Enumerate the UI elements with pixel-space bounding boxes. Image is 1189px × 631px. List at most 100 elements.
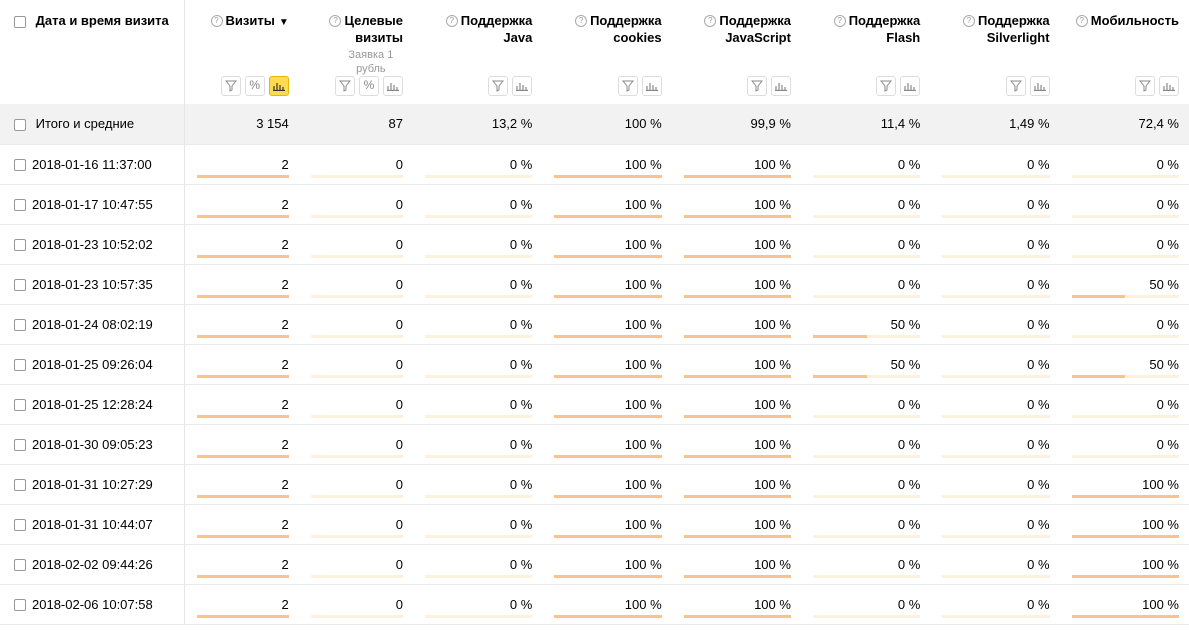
table-row: 2018-01-25 09:26:04 2 0 0 % 100 % 100 % 50 % 0 … xyxy=(0,344,1189,385)
cell-bar-track xyxy=(310,494,404,498)
cell-bar-track xyxy=(942,214,1050,218)
cell-value: 2 xyxy=(281,276,289,292)
table-cell: 100 % xyxy=(671,304,801,345)
column-tools xyxy=(1005,76,1050,96)
cell-bar-fill xyxy=(554,334,662,338)
help-icon[interactable]: ? xyxy=(833,15,846,27)
cell-bar-track xyxy=(196,254,289,258)
row-checkbox[interactable] xyxy=(14,519,26,532)
cell-bar-track xyxy=(812,334,921,338)
filter-button[interactable] xyxy=(1005,76,1026,96)
help-icon[interactable]: ? xyxy=(445,15,458,27)
help-icon[interactable]: ? xyxy=(329,15,342,27)
row-checkbox[interactable] xyxy=(14,479,26,492)
cell-bar-track xyxy=(812,174,921,178)
row-checkbox[interactable] xyxy=(14,439,26,452)
percent-button[interactable]: % xyxy=(244,76,265,96)
table-cell: 100 % xyxy=(542,184,672,225)
help-icon[interactable]: ? xyxy=(704,15,717,27)
bars-button[interactable] xyxy=(770,76,791,96)
cell-value: 2 xyxy=(281,236,289,252)
table-cell: 2 xyxy=(184,144,299,185)
help-icon[interactable]: ? xyxy=(963,15,975,27)
row-checkbox[interactable] xyxy=(14,319,26,332)
cell-bar-fill xyxy=(196,414,289,418)
cell-bar-track xyxy=(196,534,289,538)
select-all-checkbox[interactable] xyxy=(14,15,26,28)
row-label-cell: 2018-01-25 09:26:04 xyxy=(0,344,185,385)
cell-value: 100 % xyxy=(754,156,791,172)
cell-value: 100 % xyxy=(1142,556,1179,572)
table-cell: 2 xyxy=(184,384,299,425)
table-cell: 100 % xyxy=(671,384,801,425)
cell-bar-track xyxy=(554,254,662,258)
cell-bar-track xyxy=(683,334,791,338)
filter-button[interactable] xyxy=(335,76,356,96)
cell-bar-track xyxy=(812,494,921,498)
row-checkbox[interactable] xyxy=(14,599,26,612)
help-icon[interactable]: ? xyxy=(210,15,223,27)
cell-bar-fill xyxy=(683,454,791,458)
percent-button[interactable]: % xyxy=(359,76,380,96)
row-checkbox[interactable] xyxy=(14,239,26,252)
bars-button[interactable] xyxy=(641,76,662,96)
cell-value: 2 xyxy=(281,316,289,332)
cell-bar-track xyxy=(196,574,289,578)
cell-value: 0 % xyxy=(897,156,921,172)
row-checkbox[interactable] xyxy=(14,559,26,572)
table-cell: 100 % xyxy=(542,544,672,585)
bars-button[interactable] xyxy=(1029,76,1050,96)
cell-value: 0 % xyxy=(1027,596,1050,612)
table-cell: 0 % xyxy=(930,584,1060,625)
row-checkbox[interactable] xyxy=(14,359,26,372)
sort-desc-icon[interactable]: ▼ xyxy=(278,17,289,28)
bars-button[interactable] xyxy=(383,76,404,96)
column-header-title: ? Поддержка JavaScript xyxy=(682,12,791,46)
percent-icon: % xyxy=(249,78,261,92)
help-icon[interactable]: ? xyxy=(1075,15,1088,27)
bars-button[interactable] xyxy=(512,76,533,96)
cell-bar-track xyxy=(683,254,791,258)
row-checkbox[interactable] xyxy=(14,159,26,172)
help-icon[interactable]: ? xyxy=(575,15,588,27)
table-cell: 50 % xyxy=(1059,344,1189,385)
bars-button[interactable] xyxy=(268,76,289,96)
cell-bar-track xyxy=(196,294,289,298)
cell-value: 0 xyxy=(395,596,404,612)
totals-cell: 99,9 % xyxy=(671,104,801,145)
filter-icon xyxy=(1009,80,1022,92)
cell-bar-fill xyxy=(1071,574,1179,578)
table-cell: 0 % xyxy=(1059,144,1189,185)
column-tools xyxy=(876,76,921,96)
totals-checkbox[interactable] xyxy=(14,118,26,131)
cell-value: 100 % xyxy=(754,476,791,492)
cell-bar-track xyxy=(554,574,662,578)
table-cell: 0 % xyxy=(930,424,1060,465)
bars-button[interactable] xyxy=(900,76,921,96)
cell-value: 0 xyxy=(395,196,404,212)
filter-button[interactable] xyxy=(1135,76,1155,96)
filter-button[interactable] xyxy=(876,76,897,96)
table-cell: 0 % xyxy=(800,504,931,545)
bar-chart-icon xyxy=(272,81,285,91)
cell-bar-fill xyxy=(812,374,867,378)
cell-value: 100 % xyxy=(624,516,662,532)
filter-button[interactable] xyxy=(746,76,767,96)
row-checkbox[interactable] xyxy=(14,399,26,412)
cell-value: 2 xyxy=(281,516,289,532)
filter-button[interactable] xyxy=(617,76,638,96)
row-checkbox[interactable] xyxy=(14,199,26,212)
filter-button[interactable] xyxy=(488,76,509,96)
filter-button[interactable] xyxy=(220,76,241,96)
table-cell: 50 % xyxy=(800,304,931,345)
cell-value: 0 % xyxy=(897,196,921,212)
cell-value: 0 % xyxy=(509,436,533,452)
row-checkbox[interactable] xyxy=(14,279,26,292)
table-cell: 100 % xyxy=(542,224,672,265)
table-cell: 100 % xyxy=(542,264,672,305)
bars-button[interactable] xyxy=(1159,76,1179,96)
column-header-label: Поддержка cookies xyxy=(590,13,662,45)
cell-value: 0 % xyxy=(509,556,533,572)
cell-bar-track xyxy=(1071,214,1179,218)
totals-cell: 100 % xyxy=(542,104,672,145)
